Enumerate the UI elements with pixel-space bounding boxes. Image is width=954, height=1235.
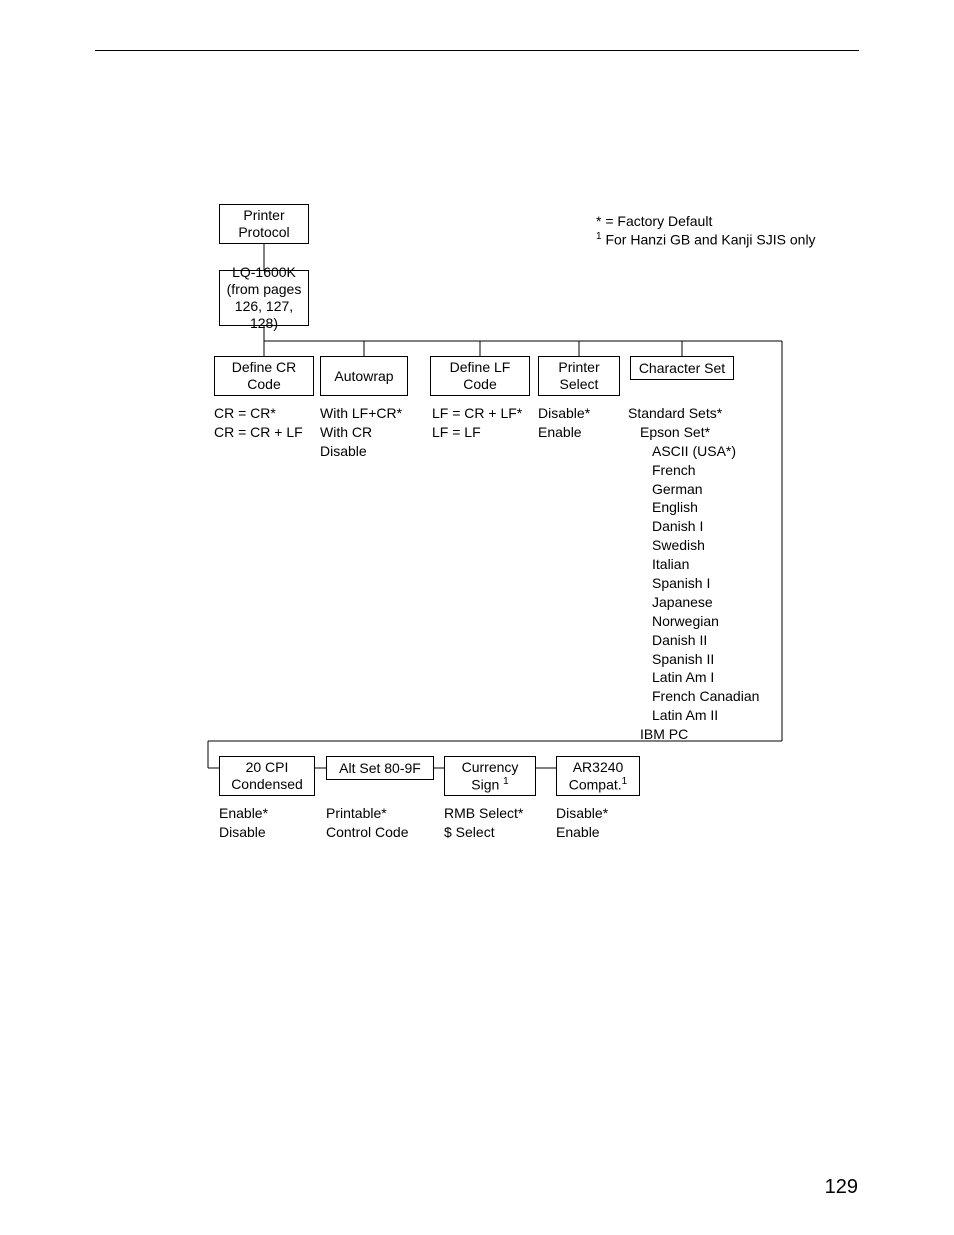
option-line: Enable* [219,804,268,823]
option-line: Printable* [326,804,409,823]
node-line: Printer [243,207,284,224]
node-line: Protocol [238,224,289,241]
option-line: French [628,461,759,480]
option-line: Epson Set* [628,423,759,442]
options-alt_set: Printable*Control Code [326,804,409,842]
options-currency: RMB Select*$ Select [444,804,523,842]
options-character_set: Standard Sets*Epson Set*ASCII (USA*)Fren… [628,404,759,744]
option-line: Control Code [326,823,409,842]
node-character_set: Character Set [630,356,734,380]
node-line: Alt Set 80-9F [339,760,421,777]
node-cpi_condensed: 20 CPICondensed [219,756,315,796]
node-line: Select [560,376,599,393]
option-line: Disable [320,442,402,461]
node-line: Condensed [231,776,303,793]
option-line: Enable [556,823,608,842]
option-line: CR = CR + LF [214,423,303,442]
option-line: CR = CR* [214,404,303,423]
option-line: French Canadian [628,687,759,706]
option-line: Standard Sets* [628,404,759,423]
node-line: Currency [462,759,519,776]
node-autowrap: Autowrap [320,356,408,396]
legend: * = Factory Default 1 For Hanzi GB and K… [596,212,816,249]
node-printer_select: PrinterSelect [538,356,620,396]
node-line: Code [247,376,280,393]
options-printer_select: Disable*Enable [538,404,590,442]
option-line: Enable [538,423,590,442]
node-line: Printer [558,359,599,376]
page-number: 129 [825,1176,858,1199]
page: * = Factory Default 1 For Hanzi GB and K… [0,0,954,1235]
node-printer_protocol: PrinterProtocol [219,204,309,244]
option-line: Italian [628,555,759,574]
option-line: Spanish II [628,650,759,669]
option-line: Latin Am I [628,668,759,687]
legend-line-2-rest: For Hanzi GB and Kanji SJIS only [602,232,816,248]
option-line: Disable* [556,804,608,823]
node-line: (from pages [227,281,302,298]
option-line: Danish II [628,631,759,650]
option-line: Danish I [628,517,759,536]
node-line: 126, 127, 128) [220,298,308,332]
option-line: LF = LF [432,423,522,442]
option-line: ASCII (USA*) [628,442,759,461]
option-line: Disable [219,823,268,842]
node-currency: CurrencySign 1 [444,756,536,796]
node-alt_set: Alt Set 80-9F [326,756,434,780]
option-line: IBM PC [628,725,759,744]
option-line: English [628,498,759,517]
node-line: 20 CPI [246,759,289,776]
option-line: Latin Am II [628,706,759,725]
option-line: RMB Select* [444,804,523,823]
option-line: Disable* [538,404,590,423]
option-line: Norwegian [628,612,759,631]
node-lq: LQ-1600K(from pages126, 127, 128) [219,270,309,326]
connector-lines [0,0,954,1235]
node-define_lf: Define LFCode [430,356,530,396]
option-line: German [628,480,759,499]
options-autowrap: With LF+CR*With CRDisable [320,404,402,461]
node-line: LQ-1600K [232,264,296,281]
node-line: Define CR [232,359,297,376]
header-rule [95,50,859,51]
node-ar3240: AR3240Compat.1 [556,756,640,796]
options-define_lf: LF = CR + LF*LF = LF [432,404,522,442]
node-line: Character Set [639,360,725,377]
option-line: Japanese [628,593,759,612]
node-line: Define LF [450,359,511,376]
options-cpi_condensed: Enable*Disable [219,804,268,842]
options-ar3240: Disable*Enable [556,804,608,842]
options-define_cr: CR = CR*CR = CR + LF [214,404,303,442]
option-line: LF = CR + LF* [432,404,522,423]
node-line: AR3240 [573,759,624,776]
legend-line-1: * = Factory Default [596,212,816,230]
node-define_cr: Define CRCode [214,356,314,396]
node-line: Autowrap [334,368,393,385]
legend-line-2: 1 For Hanzi GB and Kanji SJIS only [596,230,816,249]
option-line: $ Select [444,823,523,842]
node-line: Compat.1 [569,776,627,793]
node-line: Code [463,376,496,393]
option-line: With LF+CR* [320,404,402,423]
node-line: Sign 1 [471,776,508,793]
option-line: With CR [320,423,402,442]
option-line: Spanish I [628,574,759,593]
option-line: Swedish [628,536,759,555]
